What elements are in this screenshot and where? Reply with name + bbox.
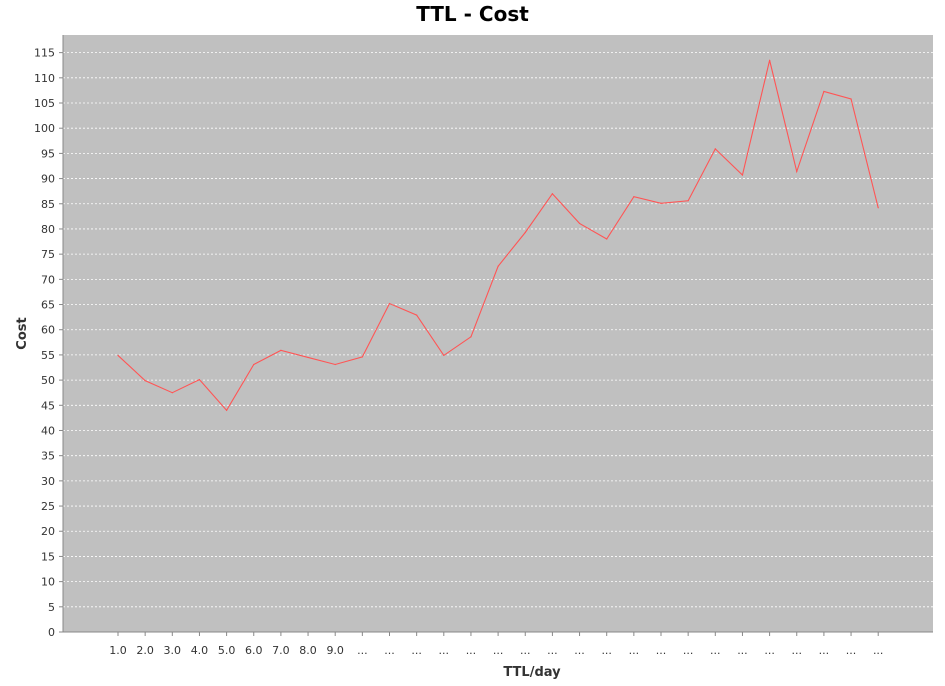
y-tick-label: 100	[34, 122, 55, 135]
y-tick-label: 65	[41, 299, 55, 312]
data-point	[117, 354, 119, 357]
x-tick-label: 3.0	[164, 644, 182, 657]
y-tick-label: 15	[41, 550, 55, 563]
y-tick-label: 30	[41, 475, 55, 488]
x-tick-label: ...	[357, 644, 368, 657]
data-point	[198, 378, 201, 381]
y-tick-label: 0	[48, 626, 55, 639]
x-tick-label: ...	[466, 644, 477, 657]
y-axis-label: Cost	[15, 317, 30, 349]
data-point	[633, 196, 635, 198]
x-tick-label: ...	[656, 644, 667, 657]
x-tick-label: 8.0	[299, 644, 317, 657]
data-point	[606, 238, 608, 240]
y-tick-label: 70	[41, 273, 55, 286]
x-tick-label: 5.0	[218, 644, 236, 657]
y-tick-label: 85	[41, 198, 55, 211]
data-point	[551, 193, 554, 195]
data-point	[850, 98, 852, 100]
data-point	[660, 202, 662, 204]
x-tick-label: ...	[846, 644, 857, 657]
data-point	[714, 148, 716, 150]
data-point	[388, 302, 391, 305]
data-point	[877, 207, 879, 209]
x-tick-label: ...	[873, 644, 884, 657]
x-tick-label: ...	[737, 644, 748, 657]
y-tick-label: 25	[41, 500, 55, 513]
chart-title: TTL - Cost	[416, 2, 529, 26]
data-point	[470, 336, 472, 338]
plot-area	[63, 35, 933, 632]
data-point	[741, 174, 744, 176]
data-point	[253, 363, 255, 366]
y-tick-label: 50	[41, 374, 55, 387]
y-tick-label: 90	[41, 173, 55, 186]
x-tick-label: 7.0	[272, 644, 290, 657]
y-tick-label: 35	[41, 450, 55, 463]
data-point	[144, 380, 146, 382]
data-point	[524, 231, 526, 234]
y-tick-label: 105	[34, 97, 55, 110]
y-tick-label: 55	[41, 349, 55, 362]
y-tick-label: 95	[41, 147, 55, 160]
y-tick-label: 10	[41, 576, 55, 589]
y-tick-label: 40	[41, 424, 55, 437]
x-tick-label: 9.0	[326, 644, 344, 657]
x-tick-label: ...	[710, 644, 721, 657]
data-point	[497, 265, 499, 267]
y-tick-label: 60	[41, 324, 55, 337]
data-point	[769, 59, 771, 61]
x-tick-label: ...	[493, 644, 504, 657]
y-tick-label: 110	[34, 72, 55, 85]
data-point	[307, 356, 309, 359]
x-tick-label: ...	[574, 644, 585, 657]
data-point	[334, 363, 336, 366]
data-point	[361, 356, 363, 358]
data-point	[171, 392, 173, 394]
y-tick-label: 5	[48, 601, 55, 614]
y-tick-label: 115	[34, 47, 55, 60]
x-tick-label: ...	[439, 644, 450, 657]
data-point	[796, 170, 798, 173]
x-tick-label: ...	[520, 644, 531, 657]
x-tick-label: ...	[683, 644, 694, 657]
data-point	[687, 200, 689, 202]
x-tick-label: 2.0	[136, 644, 154, 657]
x-tick-label: ...	[792, 644, 803, 657]
y-tick-label: 20	[41, 525, 55, 538]
y-tick-label: 80	[41, 223, 55, 236]
x-tick-label: ...	[411, 644, 422, 657]
data-point	[416, 314, 418, 316]
x-tick-label: ...	[601, 644, 612, 657]
x-tick-label: ...	[629, 644, 640, 657]
x-tick-label: 1.0	[109, 644, 127, 657]
x-tick-label: ...	[819, 644, 830, 657]
x-tick-label: ...	[547, 644, 558, 657]
x-tick-label: ...	[764, 644, 775, 657]
x-tick-label: ...	[384, 644, 395, 657]
x-tick-label: 6.0	[245, 644, 263, 657]
data-point	[578, 222, 581, 225]
x-tick-label: 4.0	[191, 644, 209, 657]
data-point	[443, 354, 445, 357]
data-point	[226, 409, 228, 411]
data-point	[280, 349, 282, 351]
x-axis-label: TTL/day	[503, 665, 561, 680]
y-tick-label: 75	[41, 248, 55, 261]
y-tick-label: 45	[41, 399, 55, 412]
data-point	[823, 90, 825, 93]
